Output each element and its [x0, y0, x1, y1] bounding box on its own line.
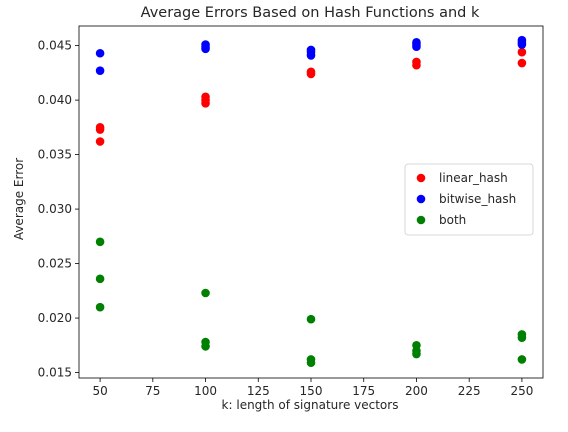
x-tick-label: 100: [194, 384, 217, 398]
data-point-both: [412, 349, 421, 359]
data-point-both: [95, 237, 105, 247]
x-tick-label: 200: [405, 384, 428, 398]
data-point-linear-hash: [412, 60, 421, 70]
legend-label: bitwise_hash: [439, 192, 516, 206]
x-tick-label: 75: [145, 384, 160, 398]
plot-frame: [78, 25, 544, 379]
legend-marker-linear-hash: [416, 173, 426, 183]
legend-label: linear_hash: [439, 171, 508, 185]
data-point-bitwise-hash: [412, 42, 421, 52]
data-points: [95, 35, 527, 368]
x-tick-label: 175: [352, 384, 375, 398]
data-point-both: [517, 355, 527, 364]
axis-ticks: 50 75 100 125 150 175 200 225 250 0.015 0.020 0.025…: [38, 39, 534, 398]
y-axis-title: Average Error: [12, 158, 26, 240]
x-axis-title: k: length of signature vectors: [222, 398, 399, 412]
legend-marker-bitwise-hash: [416, 194, 426, 204]
x-tick-label: 50: [92, 384, 107, 398]
y-tick-label: 0.035: [38, 148, 72, 162]
x-tick-label: 250: [510, 384, 533, 398]
y-tick-label: 0.030: [38, 202, 72, 216]
y-tick-label: 0.015: [38, 366, 72, 380]
data-point-bitwise-hash: [201, 44, 210, 54]
data-point-both: [517, 333, 527, 342]
data-point-both: [95, 302, 105, 312]
data-point-bitwise-hash: [306, 51, 316, 60]
data-point-both: [306, 358, 316, 368]
y-tick-label: 0.020: [38, 311, 72, 325]
data-point-bitwise-hash: [95, 66, 105, 75]
data-point-linear-hash: [95, 137, 105, 146]
legend-box: [404, 163, 534, 236]
data-point-both: [201, 288, 210, 298]
data-point-linear-hash: [517, 58, 527, 68]
data-point-both: [95, 274, 105, 284]
x-tick-label: 125: [247, 384, 270, 398]
data-point-bitwise-hash: [95, 48, 105, 58]
x-tick-label: 225: [458, 384, 481, 398]
data-point-bitwise-hash: [517, 40, 527, 49]
chart-title: Average Errors Based on Hash Functions a…: [141, 5, 480, 21]
data-point-both: [306, 314, 316, 324]
legend-marker-both: [416, 215, 426, 225]
y-tick-label: 0.025: [38, 257, 72, 271]
data-point-linear-hash: [95, 125, 105, 134]
data-point-linear-hash: [517, 47, 527, 57]
y-tick-label: 0.040: [38, 93, 72, 107]
legend-label: both: [439, 213, 466, 227]
y-tick-label: 0.045: [38, 39, 72, 53]
x-tick-label: 150: [300, 384, 323, 398]
data-point-linear-hash: [201, 99, 210, 108]
data-point-linear-hash: [306, 69, 316, 79]
data-point-both: [201, 342, 210, 351]
